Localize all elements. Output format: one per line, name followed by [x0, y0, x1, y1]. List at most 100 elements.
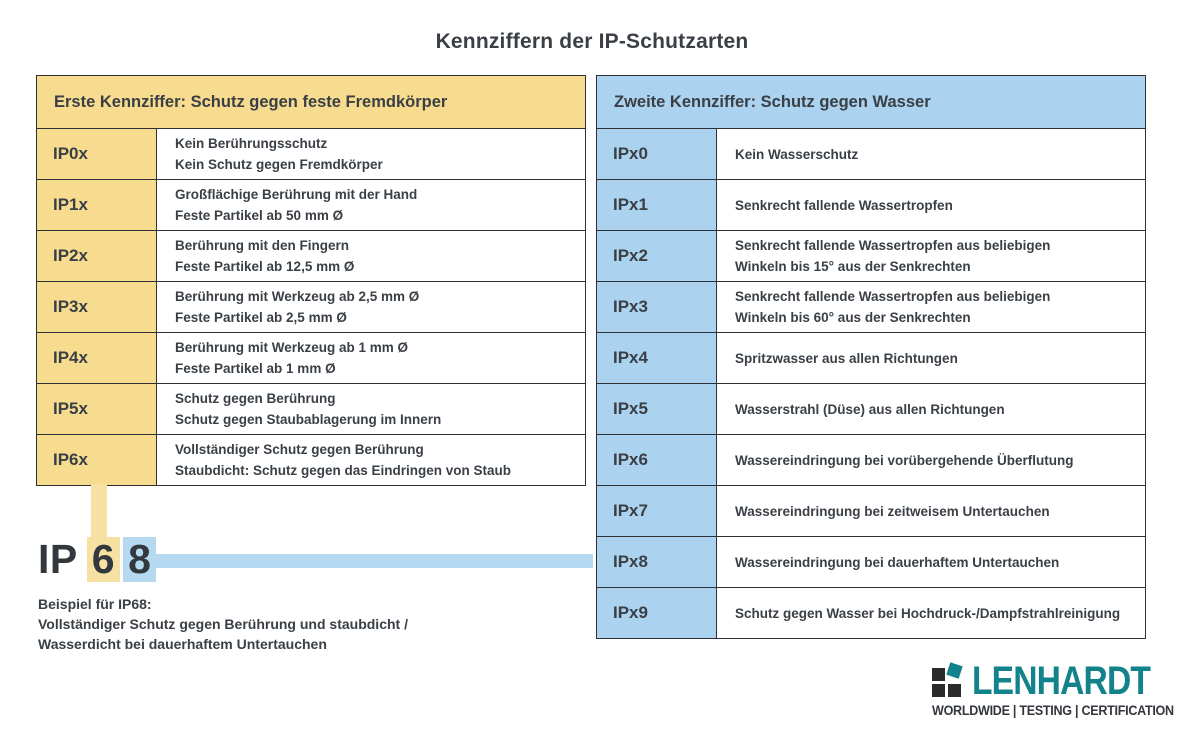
ip68-example: IP 6 8: [38, 536, 157, 582]
table-row: IPx7 Wassereindringung bei zeitweisem Un…: [597, 485, 1145, 536]
description-line: Feste Partikel ab 50 mm Ø: [175, 208, 344, 223]
ip-description-cell: Vollständiger Schutz gegen Berührung Sta…: [157, 435, 585, 485]
ip-description-cell: Spritzwasser aus allen Richtungen: [717, 333, 1145, 383]
ip-description-cell: Senkrecht fallende Wassertropfen aus bel…: [717, 282, 1145, 332]
table-row: IP4x Berührung mit Werkzeug ab 1 mm Ø Fe…: [37, 332, 585, 383]
logo-square: [932, 667, 945, 681]
lenhardt-logo: LENHARDT WORLDWIDE | TESTING | CERTIFICA…: [932, 658, 1174, 718]
ip-code-cell: IPx6: [597, 435, 717, 485]
description-line: Berührung mit Werkzeug ab 1 mm Ø: [175, 340, 409, 355]
logo-square: [948, 683, 961, 697]
description-line: Berührung mit Werkzeug ab 2,5 mm Ø: [175, 289, 420, 304]
description-line: Schutz gegen Wasser bei Hochdruck-/Dampf…: [735, 605, 1121, 621]
ip-description-cell: Senkrecht fallende Wassertropfen aus bel…: [717, 231, 1145, 281]
second-digit-connector-line: [125, 554, 593, 568]
logo-square: [932, 683, 945, 697]
description-line: Kein Wasserschutz: [735, 146, 859, 162]
description-line: Staubdicht: Schutz gegen das Eindringen …: [175, 463, 512, 478]
description-line: Großflächige Berührung mit der Hand: [175, 187, 418, 202]
ip-description-cell: Wasserstrahl (Düse) aus allen Richtungen: [717, 384, 1145, 434]
logo-square-teal: [946, 661, 963, 679]
table-row: IPx5 Wasserstrahl (Düse) aus allen Richt…: [597, 383, 1145, 434]
ip-description-cell: Großflächige Berührung mit der Hand Fest…: [157, 180, 585, 230]
table-row: IPx6 Wassereindringung bei vorübergehend…: [597, 434, 1145, 485]
ip-code-cell: IPx9: [597, 588, 717, 638]
ip-code-cell: IPx5: [597, 384, 717, 434]
description-line: Wassereindringung bei vorübergehende Übe…: [735, 452, 1074, 468]
ip-description-cell: Wassereindringung bei dauerhaftem Untert…: [717, 537, 1145, 587]
description-line: Feste Partikel ab 1 mm Ø: [175, 361, 336, 376]
ip-code-cell: IPx4: [597, 333, 717, 383]
table-row: IP0x Kein Berührungsschutz Kein Schutz g…: [37, 128, 585, 179]
ip-description-cell: Senkrecht fallende Wassertropfen: [717, 180, 1145, 230]
description-line: Senkrecht fallende Wassertropfen: [735, 197, 953, 213]
ip-description-cell: Wassereindringung bei zeitweisem Unterta…: [717, 486, 1145, 536]
table-row: IPx3 Senkrecht fallende Wassertropfen au…: [597, 281, 1145, 332]
table-row: IPx0 Kein Wasserschutz: [597, 128, 1145, 179]
table-row: IP3x Berührung mit Werkzeug ab 2,5 mm Ø …: [37, 281, 585, 332]
description-line: Wasserstrahl (Düse) aus allen Richtungen: [735, 401, 1005, 417]
description-line: Winkeln bis 60° aus der Senkrechten: [735, 310, 971, 325]
description-line: Wassereindringung bei zeitweisem Unterta…: [735, 503, 1050, 519]
description-line: Vollständiger Schutz gegen Berührung: [175, 442, 424, 457]
description-line: Feste Partikel ab 2,5 mm Ø: [175, 310, 347, 325]
first-digit-connector-line: [91, 484, 107, 542]
logo-tagline: WORLDWIDE | TESTING | CERTIFICATION: [932, 703, 1174, 718]
ip-code-cell: IPx2: [597, 231, 717, 281]
ip-description-cell: Berührung mit Werkzeug ab 2,5 mm Ø Feste…: [157, 282, 585, 332]
logo-wordmark: LENHARDT: [972, 658, 1151, 703]
description-line: Berührung mit den Fingern: [175, 238, 349, 253]
first-digit-table-header: Erste Kennziffer: Schutz gegen feste Fre…: [37, 76, 585, 128]
description-line: Kein Schutz gegen Fremdkörper: [175, 157, 383, 172]
second-digit-highlight: 8: [123, 536, 157, 582]
ip-code-cell: IP0x: [37, 129, 157, 179]
first-digit-table: Erste Kennziffer: Schutz gegen feste Fre…: [36, 75, 586, 486]
tables-container: Erste Kennziffer: Schutz gegen feste Fre…: [36, 75, 1146, 639]
ip-description-cell: Schutz gegen Wasser bei Hochdruck-/Dampf…: [717, 588, 1145, 638]
second-digit-table-header: Zweite Kennziffer: Schutz gegen Wasser: [597, 76, 1145, 128]
example-caption-line: Vollständiger Schutz gegen Berührung und…: [38, 616, 408, 632]
example-caption-line: Beispiel für IP68:: [38, 596, 152, 612]
second-digit-table: Zweite Kennziffer: Schutz gegen Wasser I…: [596, 75, 1146, 639]
ip-description-cell: Schutz gegen Berührung Schutz gegen Stau…: [157, 384, 585, 434]
ip-code-cell: IPx3: [597, 282, 717, 332]
table-row: IPx8 Wassereindringung bei dauerhaftem U…: [597, 536, 1145, 587]
ip-description-cell: Kein Berührungsschutz Kein Schutz gegen …: [157, 129, 585, 179]
description-line: Winkeln bis 15° aus der Senkrechten: [735, 259, 971, 274]
ip-prefix-text: IP: [38, 536, 78, 582]
description-line: Kein Berührungsschutz: [175, 136, 328, 151]
ip-code-cell: IPx1: [597, 180, 717, 230]
description-line: Wassereindringung bei dauerhaftem Untert…: [735, 554, 1060, 570]
ip-code-cell: IP3x: [37, 282, 157, 332]
ip-code-cell: IPx8: [597, 537, 717, 587]
ip-description-cell: Kein Wasserschutz: [717, 129, 1145, 179]
description-line: Schutz gegen Staubablagerung im Innern: [175, 412, 442, 427]
table-row: IPx4 Spritzwasser aus allen Richtungen: [597, 332, 1145, 383]
description-line: Feste Partikel ab 12,5 mm Ø: [175, 259, 355, 274]
description-line: Spritzwasser aus allen Richtungen: [735, 350, 958, 366]
table-row: IPx2 Senkrecht fallende Wassertropfen au…: [597, 230, 1145, 281]
ip-description-cell: Wassereindringung bei vorübergehende Übe…: [717, 435, 1145, 485]
table-row: IPx1 Senkrecht fallende Wassertropfen: [597, 179, 1145, 230]
ip-description-cell: Berührung mit Werkzeug ab 1 mm Ø Feste P…: [157, 333, 585, 383]
example-caption-line: Wasserdicht bei dauerhaftem Untertauchen: [38, 636, 327, 652]
table-row: IP1x Großflächige Berührung mit der Hand…: [37, 179, 585, 230]
table-row: IP2x Berührung mit den Fingern Feste Par…: [37, 230, 585, 281]
lenhardt-squares-icon: [932, 661, 963, 698]
ip-code-cell: IP6x: [37, 435, 157, 485]
logo-top-row: LENHARDT: [932, 658, 1152, 703]
ip-code-cell: IPx7: [597, 486, 717, 536]
ip-description-cell: Berührung mit den Fingern Feste Partikel…: [157, 231, 585, 281]
example-caption: Beispiel für IP68: Vollständiger Schutz …: [38, 594, 408, 654]
table-row: IP5x Schutz gegen Berührung Schutz gegen…: [37, 383, 585, 434]
description-line: Senkrecht fallende Wassertropfen aus bel…: [735, 238, 1051, 253]
description-line: Senkrecht fallende Wassertropfen aus bel…: [735, 289, 1051, 304]
ip-code-cell: IP4x: [37, 333, 157, 383]
page-title: Kennziffern der IP-Schutzarten: [435, 30, 749, 53]
table-row: IPx9 Schutz gegen Wasser bei Hochdruck-/…: [597, 587, 1145, 638]
ip-code-cell: IP1x: [37, 180, 157, 230]
ip-code-cell: IP5x: [37, 384, 157, 434]
ip-code-cell: IP2x: [37, 231, 157, 281]
ip-code-cell: IPx0: [597, 129, 717, 179]
